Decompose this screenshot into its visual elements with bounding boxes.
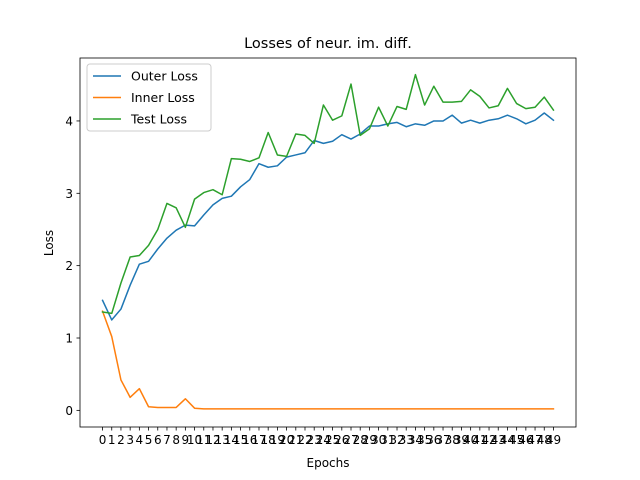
- x-tick-label: 47: [527, 433, 542, 447]
- legend: Outer Loss Inner Loss Test Loss: [86, 63, 212, 132]
- x-axis-ticks: 0 1 2 3 4 5 6 7 8 9101112131415161718192021222324…: [99, 427, 561, 447]
- y-tick-label: 2: [65, 259, 73, 273]
- x-tick-label: 1: [108, 433, 116, 447]
- x-tick-label: 16: [242, 433, 257, 447]
- x-tick-label: 18: [261, 433, 276, 447]
- x-tick-label: 44: [500, 433, 515, 447]
- x-tick-label: 4: [136, 433, 144, 447]
- axes-frame: [79, 57, 577, 428]
- x-tick-label: 36: [426, 433, 441, 447]
- y-tick-label: 4: [65, 114, 73, 128]
- x-tick-label: 37: [435, 433, 450, 447]
- x-tick-label: 23: [307, 433, 322, 447]
- x-tick-label: 28: [353, 433, 368, 447]
- x-tick-label: 33: [399, 433, 414, 447]
- series-line-outer-loss: [101, 112, 555, 321]
- x-tick-label: 46: [518, 433, 533, 447]
- x-tick-label: 14: [224, 433, 239, 447]
- y-tick-label: 3: [65, 187, 73, 201]
- x-tick-label: 30: [371, 433, 386, 447]
- x-tick-label: 11: [196, 433, 211, 447]
- x-tick-label: 0: [99, 433, 107, 447]
- chart-title: Losses of neur. im. diff.: [244, 36, 412, 52]
- y-axis-label: Loss: [42, 230, 56, 256]
- x-tick-label: 29: [362, 433, 377, 447]
- x-tick-label: 25: [325, 433, 340, 447]
- x-tick-label: 12: [205, 433, 220, 447]
- series-layer: [101, 73, 555, 410]
- x-tick-label: 34: [408, 433, 423, 447]
- x-tick-label: 45: [509, 433, 524, 447]
- y-tick-label: 0: [65, 404, 73, 418]
- x-tick-label: 3: [126, 433, 134, 447]
- x-tick-label: 24: [316, 433, 331, 447]
- series-line-inner-loss: [101, 310, 555, 410]
- x-tick-label: 32: [389, 433, 404, 447]
- x-tick-label: 6: [154, 433, 162, 447]
- legend-label-test-loss: Test Loss: [130, 112, 187, 127]
- x-tick-label: 38: [445, 433, 460, 447]
- x-tick-label: 42: [481, 433, 496, 447]
- legend-label-inner-loss: Inner Loss: [131, 90, 195, 105]
- x-tick-label: 40: [463, 433, 478, 447]
- x-tick-label: 15: [233, 433, 248, 447]
- legend-box: [86, 63, 212, 132]
- x-tick-label: 7: [163, 433, 171, 447]
- x-tick-label: 26: [334, 433, 349, 447]
- legend-label-outer-loss: Outer Loss: [131, 69, 198, 84]
- x-tick-label: 13: [215, 433, 230, 447]
- x-tick-label: 9: [182, 433, 190, 447]
- x-tick-label: 5: [145, 433, 153, 447]
- x-tick-label: 35: [417, 433, 432, 447]
- x-tick-label: 41: [472, 433, 487, 447]
- x-tick-label: 20: [279, 433, 294, 447]
- x-tick-label: 39: [454, 433, 469, 447]
- y-axis-ticks: 0 1 2 3 4: [65, 114, 80, 418]
- x-tick-label: 19: [270, 433, 285, 447]
- x-tick-label: 43: [491, 433, 506, 447]
- x-tick-label: 2: [117, 433, 125, 447]
- x-axis-label: Epochs: [307, 456, 350, 470]
- x-tick-label: 49: [546, 433, 561, 447]
- x-tick-label: 17: [251, 433, 266, 447]
- series-line-test-loss: [101, 73, 555, 315]
- x-tick-label: 8: [172, 433, 180, 447]
- y-tick-label: 1: [65, 332, 73, 346]
- x-tick-label: 27: [343, 433, 358, 447]
- x-tick-label: 31: [380, 433, 395, 447]
- x-tick-label: 48: [537, 433, 552, 447]
- x-tick-label: 21: [288, 433, 303, 447]
- x-tick-label: 10: [187, 433, 202, 447]
- x-tick-label: 22: [297, 433, 312, 447]
